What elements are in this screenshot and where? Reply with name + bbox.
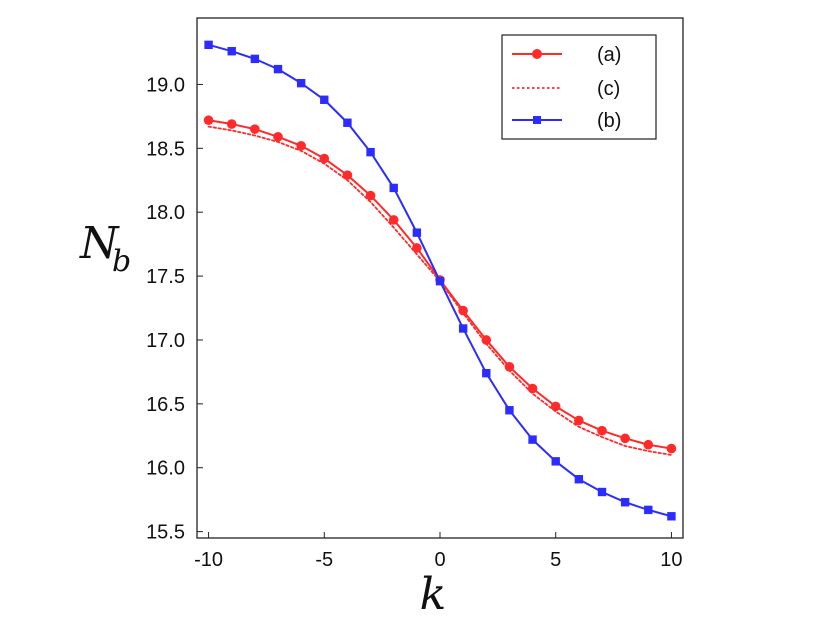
y-tick-label: 16.0 <box>146 458 185 480</box>
series-point <box>389 183 398 193</box>
series-point <box>620 498 630 507</box>
x-tick-label: 10 <box>660 549 682 571</box>
series-point <box>227 47 236 56</box>
legend-label-c: (c) <box>597 78 620 100</box>
series-point <box>203 115 214 126</box>
series-point <box>458 305 468 316</box>
series-point <box>458 324 468 333</box>
series-point <box>273 132 283 142</box>
series-point <box>527 383 538 394</box>
series-point <box>528 435 537 444</box>
legend: (a) (c) (b) <box>501 34 657 140</box>
y-ticks-group: 15.5 16.0 16.5 17.0 17.5 18.0 18.5 19.0 <box>146 74 203 544</box>
y-axis-label-main: N <box>79 218 120 269</box>
y-tick-label: 17.0 <box>146 330 185 352</box>
y-tick-label: 18.5 <box>146 138 185 160</box>
series-point <box>412 243 422 253</box>
series-point <box>620 433 630 444</box>
series-point <box>250 124 260 134</box>
series-point <box>388 215 399 225</box>
series-point <box>296 78 306 88</box>
legend-marker-a <box>532 49 542 59</box>
y-tick-label: 19.0 <box>146 74 185 96</box>
series-point <box>551 457 560 466</box>
series-point <box>435 276 445 286</box>
series-point <box>481 335 492 345</box>
y-tick-label: 17.5 <box>146 266 185 288</box>
series-point <box>504 361 515 372</box>
series-point <box>320 95 329 104</box>
series-point <box>343 118 352 127</box>
series-point <box>597 487 607 497</box>
series-point <box>644 505 653 515</box>
x-tick-label: -10 <box>194 549 223 571</box>
series-point <box>204 40 213 50</box>
series-point <box>250 54 260 64</box>
x-axis-label: k <box>420 569 447 620</box>
series-point <box>365 190 376 201</box>
series-point <box>643 439 654 450</box>
series-point <box>597 425 607 436</box>
legend-box <box>501 34 657 140</box>
y-axis-label-sub: b <box>112 244 131 279</box>
legend-marker-b <box>533 116 541 124</box>
legend-label-b: (b) <box>597 110 621 132</box>
y-tick-label: 18.0 <box>146 202 185 224</box>
x-ticks-group: -10 -5 0 5 10 <box>194 532 683 571</box>
series-point <box>319 153 330 164</box>
series-point <box>574 415 584 426</box>
x-tick-label: -5 <box>315 549 333 571</box>
series-point <box>667 512 676 521</box>
legend-label-a: (a) <box>597 44 621 66</box>
series-point <box>666 443 677 454</box>
axis-titles: k N b <box>79 218 446 620</box>
series-group <box>203 40 677 521</box>
series-point <box>482 368 491 378</box>
series-point <box>574 475 584 484</box>
series-point <box>366 147 375 157</box>
series-point <box>273 64 283 74</box>
x-tick-label: 5 <box>550 549 561 571</box>
y-tick-label: 15.5 <box>146 522 185 544</box>
series-point <box>226 119 237 129</box>
series-point <box>412 228 422 237</box>
y-tick-label: 16.5 <box>146 394 185 416</box>
x-tick-label: 0 <box>434 549 445 571</box>
series-point <box>296 140 306 151</box>
axes-group: -10 -5 0 5 10 15.5 16.0 16.5 17.0 17.5 18.0 18.5 19… <box>146 74 682 571</box>
series-point <box>505 406 514 415</box>
